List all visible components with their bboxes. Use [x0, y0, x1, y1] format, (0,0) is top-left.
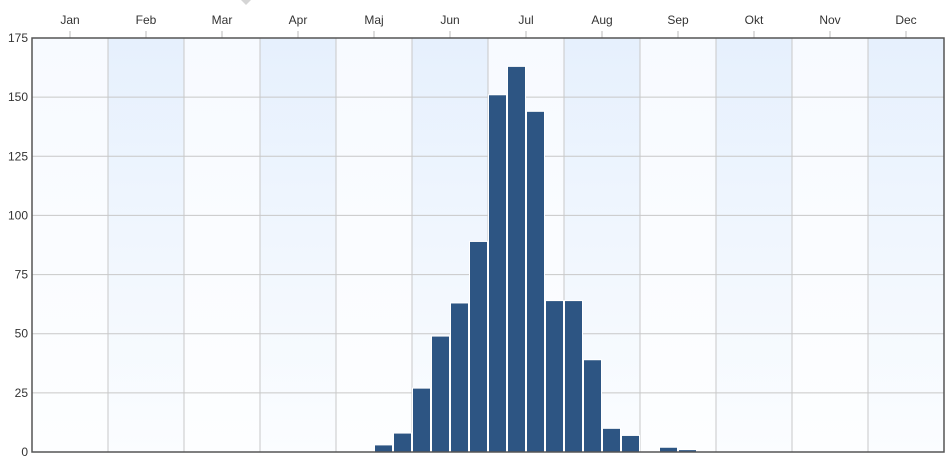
- bar[interactable]: [488, 94, 507, 453]
- bar[interactable]: [431, 335, 450, 453]
- y-tick-label: 50: [15, 327, 29, 341]
- month-band: [868, 38, 944, 452]
- y-tick-label: 175: [8, 31, 28, 45]
- month-label: Aug: [591, 13, 612, 27]
- month-label: Jun: [440, 13, 459, 27]
- month-label: Jul: [518, 13, 533, 27]
- top-marker-icon: [241, 0, 251, 5]
- bar[interactable]: [412, 387, 431, 453]
- bar[interactable]: [583, 359, 602, 453]
- month-label: Maj: [364, 13, 383, 27]
- bar[interactable]: [545, 300, 564, 453]
- y-tick-label: 75: [15, 268, 29, 282]
- y-tick-label: 25: [15, 386, 29, 400]
- y-tick-label: 150: [8, 90, 28, 104]
- month-label: Apr: [289, 13, 308, 27]
- y-axis-labels: 0 25 50 75 100 125 150 175: [8, 31, 28, 458]
- bar[interactable]: [602, 427, 621, 453]
- bar[interactable]: [469, 240, 488, 453]
- month-label: Dec: [895, 13, 916, 27]
- month-label: Sep: [667, 13, 689, 27]
- plot-border: [31, 37, 945, 453]
- bar[interactable]: [450, 302, 469, 453]
- y-tick-label: 100: [8, 208, 28, 222]
- bar[interactable]: [564, 300, 583, 453]
- bars: [374, 65, 697, 453]
- month-band: [716, 38, 792, 452]
- month-label: Jan: [60, 13, 79, 27]
- month-band: [260, 38, 336, 452]
- month-band: [108, 38, 184, 452]
- y-tick-label: 125: [8, 149, 28, 163]
- bar[interactable]: [526, 110, 545, 453]
- bar[interactable]: [621, 434, 640, 453]
- x-axis-labels: Jan Feb Mar Apr Maj Jun Jul Aug Sep Okt Nov Dec: [60, 13, 917, 38]
- y-tick-label: 0: [21, 445, 28, 458]
- bar[interactable]: [393, 432, 412, 453]
- month-label: Mar: [212, 13, 233, 27]
- bar[interactable]: [507, 65, 526, 453]
- bar[interactable]: [374, 444, 393, 453]
- month-label: Feb: [136, 13, 157, 27]
- month-label: Okt: [745, 13, 764, 27]
- month-label: Nov: [819, 13, 840, 27]
